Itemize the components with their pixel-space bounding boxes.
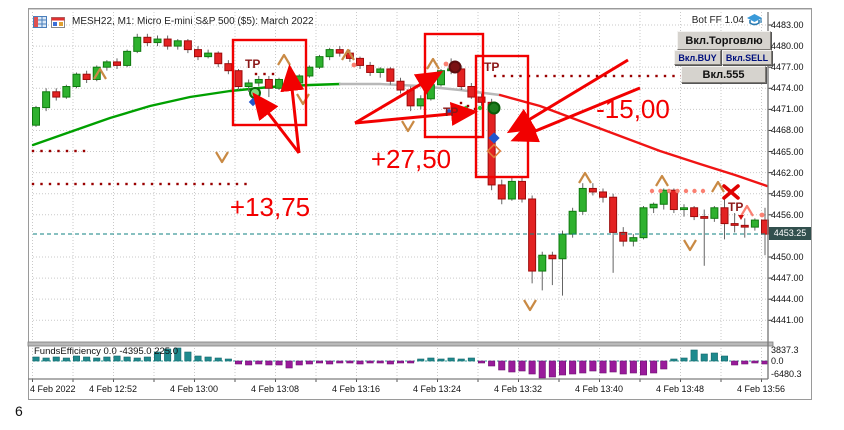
- entry-dot: [477, 105, 483, 111]
- candles: [32, 33, 769, 296]
- graduation-cap-icon: [747, 14, 762, 26]
- pane-separator[interactable]: [27, 341, 774, 347]
- profit-annotation: -15,00: [596, 94, 670, 124]
- time-axis-label: 4 Feb 13:56: [736, 384, 786, 394]
- time-axis-label: 4 Feb 13:08: [250, 384, 300, 394]
- dotted-signal-line: [649, 188, 706, 194]
- chart-title: MESH22, M1: Micro E-mini S&P 500 ($5): M…: [72, 15, 314, 27]
- time-axis-label: 4 Feb 13:40: [574, 384, 624, 394]
- annotation-arrow: [510, 86, 641, 143]
- time-axis-label: 4 Feb 13:16: [331, 384, 381, 394]
- fractal-arrow-icon: [740, 204, 754, 217]
- fractal-arrow-icon: [215, 151, 229, 164]
- price-axis-label: 4450.00: [771, 251, 804, 262]
- chart-title-row: MESH22, M1: Micro E-mini S&P 500 ($5): M…: [33, 14, 314, 28]
- fractal-arrow-icon: [296, 93, 310, 106]
- time-axis-label: 4 Feb 13:24: [412, 384, 462, 394]
- dotted-signal-line: [31, 149, 86, 153]
- price-axis-label: 4474.00: [771, 83, 804, 94]
- price-axis-label: 4477.00: [771, 62, 804, 73]
- signal-dot: [351, 62, 357, 68]
- annotation-arrow: [280, 64, 305, 154]
- trade-entry-marker: [487, 101, 501, 115]
- annotation-arrow: [252, 92, 301, 154]
- price-axis-label: 4471.00: [771, 104, 804, 115]
- signal-dot: [466, 104, 470, 108]
- price-axis-label: 4483.00: [771, 20, 804, 30]
- indicator-label: FundsEfficiency 0.0 -4395.0 225.0: [34, 346, 179, 357]
- calendar-icon[interactable]: [51, 15, 65, 28]
- price-axis-label: 4459.00: [771, 188, 804, 199]
- price-axis-label: 4447.00: [771, 273, 804, 284]
- tp-label: TP: [484, 60, 500, 74]
- price-axis-label: 4465.00: [771, 146, 804, 157]
- fractal-arrow-icon: [578, 171, 592, 184]
- fractal-arrow-icon: [401, 120, 415, 133]
- trade-entry-marker: [448, 60, 462, 74]
- indicator-scale-min: -6480.3: [771, 369, 802, 379]
- fractal-arrow-icon: [93, 67, 107, 80]
- signal-dot: [759, 212, 765, 218]
- enable-trading-button[interactable]: Вкл.Торговлю: [677, 31, 771, 50]
- enable-buy-button[interactable]: Вкл.BUY: [674, 50, 721, 65]
- tp-label: TP: [245, 57, 261, 71]
- price-axis-label: 4462.00: [771, 167, 804, 178]
- time-axis-label: 4 Feb 13:48: [655, 384, 705, 394]
- annotation-arrow: [506, 58, 629, 134]
- price-axis-label: 4444.00: [771, 294, 804, 305]
- time-axis-label: 4 Feb 12:52: [88, 384, 138, 394]
- fractal-arrow-icon: [655, 174, 669, 187]
- trade-entry-marker: [249, 87, 261, 99]
- orange-diamond-marker: [486, 143, 502, 159]
- bot-version-label: Bot FF 1.04: [691, 15, 744, 26]
- fractal-arrow-icon: [523, 299, 537, 312]
- annotation-arrow: [354, 102, 478, 126]
- tp-triangle-icon: [738, 215, 744, 220]
- chart-grid-icon[interactable]: [33, 15, 47, 28]
- dotted-signal-line: [254, 72, 275, 76]
- time-axis-label: 4 Feb 13:32: [493, 384, 543, 394]
- price-axis-label: 4456.00: [771, 209, 804, 220]
- fractal-arrow-icon: [341, 48, 355, 61]
- profit-annotation: +27,50: [370, 144, 452, 174]
- dotted-signal-line: [31, 182, 247, 186]
- enable-555-button[interactable]: Вкл.555: [681, 66, 766, 83]
- fractal-arrow-icon: [277, 53, 291, 66]
- enable-sell-button[interactable]: Вкл.SELL: [722, 50, 772, 65]
- blue-diamond-marker: [488, 132, 500, 144]
- current-price-badge: 4453.25: [769, 227, 811, 240]
- fractal-arrow-icon: [426, 57, 440, 70]
- fractal-arrow-icon: [683, 239, 697, 252]
- time-axis-label: 4 Feb 2022: [30, 384, 76, 394]
- funds-efficiency-histogram: [32, 347, 769, 379]
- page-number: 6: [15, 403, 23, 419]
- indicator-scale-max: 3837.3: [771, 345, 799, 355]
- time-axis-label: 4 Feb 13:00: [169, 384, 219, 394]
- price-axis-label: 4441.00: [771, 315, 804, 326]
- close-x-icon: [722, 184, 740, 200]
- price-axis-label: 4468.00: [771, 125, 804, 136]
- price-axis-label: 4480.00: [771, 41, 804, 52]
- grid: [32, 12, 772, 382]
- annotation-arrow: [354, 70, 444, 125]
- signal-dot: [459, 101, 463, 105]
- highlight-rectangle: [231, 38, 308, 127]
- indicator-scale-zero: 0.0: [771, 356, 784, 366]
- profit-annotation: +13,75: [229, 192, 311, 222]
- tp-label: TP: [443, 105, 459, 119]
- fractal-arrow-icon: [711, 180, 725, 193]
- signal-dot: [443, 61, 449, 67]
- tp-label: TP: [728, 200, 744, 214]
